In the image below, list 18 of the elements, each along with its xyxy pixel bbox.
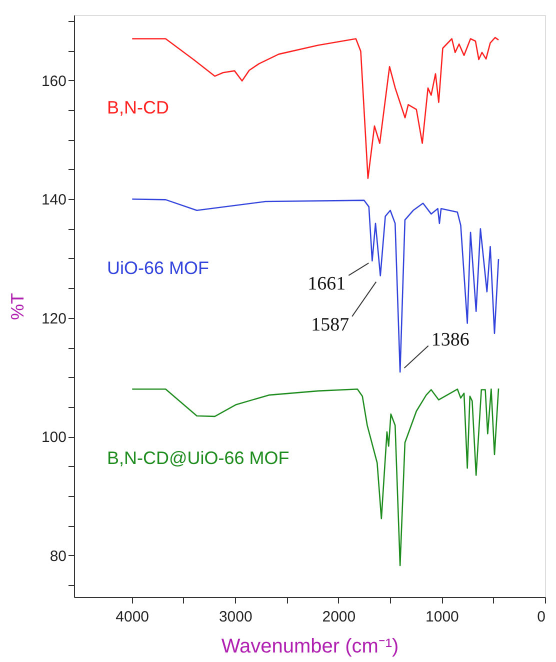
x-tick-label: 3000 xyxy=(218,608,252,626)
x-tick-label: 4000 xyxy=(116,608,150,626)
x-tick-label: 1000 xyxy=(426,608,459,626)
x-axis-title: Wavenumber (cm⁻¹) xyxy=(221,636,399,658)
y-tick-label: 160 xyxy=(41,72,66,90)
y-tick-label: 120 xyxy=(41,310,66,328)
y-tick-label: 140 xyxy=(41,192,66,209)
annotation: 1587 xyxy=(311,314,350,336)
text: B,N-CD xyxy=(106,98,169,118)
y-tick-label: 100 xyxy=(41,429,66,446)
y-tick-label: 80 xyxy=(50,548,66,565)
x-tick-label: 0 xyxy=(537,608,546,626)
annotation: 1661 xyxy=(308,273,346,294)
text: B,N-CD@UiO-66 MOF xyxy=(106,448,290,468)
y-axis-title: %T xyxy=(7,292,28,320)
text: UiO-66 MOF xyxy=(106,258,209,278)
x-tick-label: 2000 xyxy=(322,608,356,626)
annotation: 1386 xyxy=(431,330,470,351)
